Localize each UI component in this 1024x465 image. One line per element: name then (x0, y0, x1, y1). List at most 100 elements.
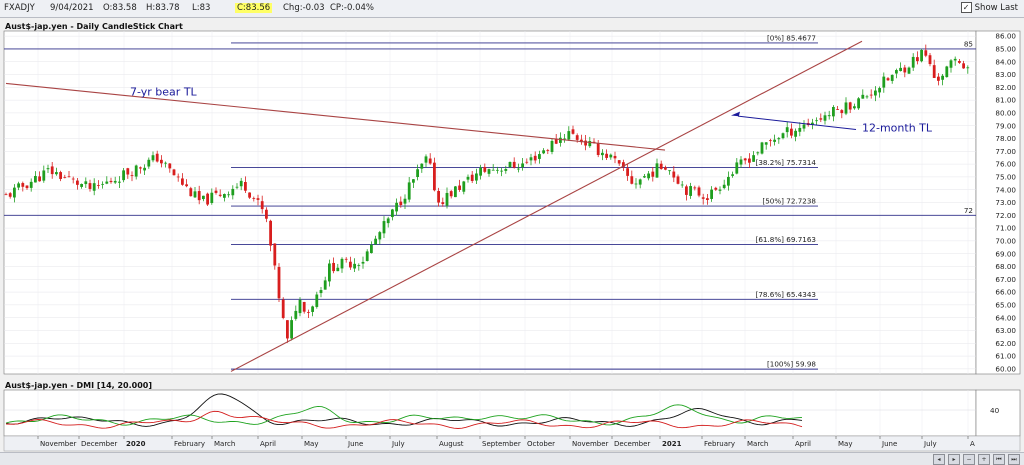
candle (958, 61, 961, 63)
x-tick-label: August (439, 440, 464, 448)
candle (554, 139, 558, 144)
price-axis-panel (975, 30, 1021, 375)
candle (550, 140, 554, 152)
candle (529, 157, 533, 161)
candle (449, 191, 453, 197)
candle (609, 154, 613, 158)
candle (88, 183, 92, 189)
candle (55, 172, 58, 175)
date-field: 9/04/2021 (50, 3, 94, 13)
candle (101, 183, 104, 185)
candle (899, 67, 902, 72)
candle (109, 180, 113, 183)
candle (580, 139, 583, 143)
y-tick-label: 64.00 (995, 313, 1016, 322)
show-last-toggle[interactable]: ✓ Show Last (960, 2, 1018, 13)
x-tick-label: February (704, 440, 735, 448)
candle (273, 243, 277, 266)
candle (445, 192, 449, 206)
candle (395, 202, 398, 212)
candle (651, 171, 655, 177)
candle (336, 267, 340, 272)
candle (307, 311, 310, 313)
candle (571, 129, 575, 134)
candle (483, 167, 487, 172)
candle (63, 177, 67, 179)
x-tick-label: February (174, 440, 205, 448)
fib-level-label: [78.6%] 65.4343 (756, 290, 816, 299)
y-tick-label: 75.00 (995, 173, 1016, 182)
candle (836, 109, 839, 110)
candle (71, 178, 75, 180)
candle (617, 160, 621, 164)
candle (38, 176, 41, 182)
candle (592, 141, 596, 143)
y-tick-label: 71.00 (995, 224, 1016, 233)
candle (844, 102, 848, 114)
candle (231, 188, 235, 196)
candle (470, 174, 474, 181)
bear-trendline-label: 7-yr bear TL (130, 86, 198, 99)
candle (521, 163, 524, 168)
candle (916, 57, 919, 62)
candle (634, 183, 638, 185)
candle (223, 194, 226, 198)
candle (575, 135, 579, 140)
candle (735, 162, 739, 174)
candle (512, 161, 516, 168)
candle (496, 169, 499, 171)
jump-start-icon[interactable]: ⏮ (993, 454, 1005, 465)
y-tick-label: 80.00 (995, 109, 1016, 118)
y-tick-label: 82.00 (995, 83, 1016, 92)
y-tick-label: 61.00 (995, 352, 1016, 361)
candle (197, 191, 201, 201)
candle (685, 186, 688, 195)
candle (412, 179, 415, 183)
candle (962, 63, 965, 69)
dmi-panel (3, 389, 977, 437)
candle (25, 185, 29, 189)
candle (890, 74, 894, 81)
x-tick-label: December (614, 440, 650, 448)
zoom-in-icon[interactable]: + (978, 454, 990, 465)
candle (302, 301, 306, 312)
high-field: H:83.78 (146, 3, 180, 13)
y-tick-label: 66.00 (995, 288, 1016, 297)
candle (920, 49, 923, 62)
candle (903, 67, 907, 73)
candle (269, 220, 272, 246)
candle (139, 167, 142, 169)
candle (281, 299, 285, 318)
candle (546, 150, 550, 151)
y-tick-label: 79.00 (995, 121, 1016, 130)
candle (29, 181, 33, 188)
scroll-bar[interactable]: ◂ ▸ − + ⏮ ⏭ (0, 452, 1024, 465)
candle (567, 131, 571, 140)
candle (332, 262, 335, 272)
candle (764, 142, 768, 145)
show-last-checkbox[interactable]: ✓ (960, 2, 972, 13)
candle (504, 169, 508, 171)
candle (588, 141, 592, 147)
candle (689, 186, 692, 196)
candle (227, 194, 230, 196)
candle (399, 201, 403, 206)
x-tick-label: 2021 (662, 440, 682, 448)
candle (701, 197, 705, 199)
y-tick-label: 73.00 (995, 198, 1016, 207)
zoom-out-icon[interactable]: − (963, 454, 975, 465)
jump-end-icon[interactable]: ⏭ (1008, 454, 1020, 465)
candle (433, 162, 436, 191)
scroll-left-icon[interactable]: ◂ (933, 454, 945, 465)
candle (739, 159, 743, 165)
candle (559, 137, 562, 143)
candle (911, 56, 915, 68)
candle (722, 184, 726, 189)
fib-level-label: [50%] 72.7238 (762, 197, 816, 206)
candle (857, 98, 860, 109)
x-tick-label: November (40, 440, 77, 448)
scroll-right-icon[interactable]: ▸ (948, 454, 960, 465)
candle (361, 261, 365, 264)
change-pct-field: CP:-0.04% (330, 3, 374, 13)
